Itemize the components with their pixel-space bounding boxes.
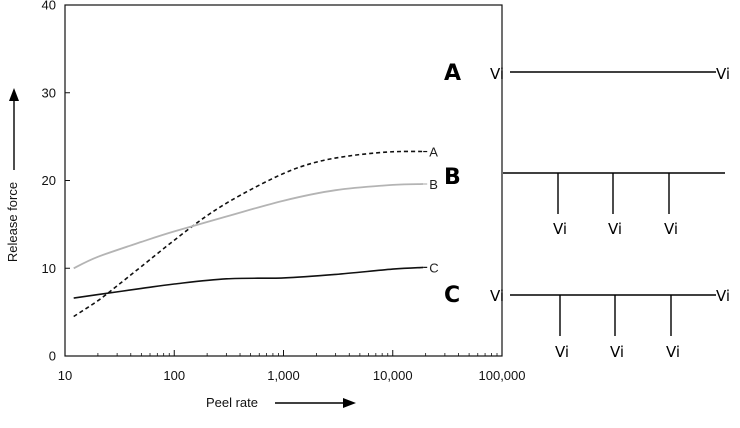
diagram-a-label: A bbox=[444, 61, 461, 86]
diagram-b-branch-3-label: Vi bbox=[664, 220, 678, 238]
diagram-c: C Vi Vi Vi Vi Vi bbox=[444, 283, 730, 361]
series-label-a: A bbox=[429, 145, 438, 160]
x-tick-label: 1,000 bbox=[267, 368, 300, 383]
x-tick-label: 100,000 bbox=[479, 368, 526, 383]
diagram-b-branch-1-label: Vi bbox=[553, 220, 567, 238]
y-tick-label: 10 bbox=[42, 261, 56, 276]
y-tick-label: 40 bbox=[42, 0, 56, 13]
series-label-c: C bbox=[429, 260, 438, 275]
diagram-b-branch-2-label: Vi bbox=[608, 220, 622, 238]
x-tick-label: 10,000 bbox=[373, 368, 413, 383]
x-tick-label: 100 bbox=[163, 368, 185, 383]
diagram-b-label: B bbox=[444, 165, 461, 190]
y-axis-title: Release force bbox=[5, 88, 20, 262]
y-tick-label: 30 bbox=[42, 85, 56, 100]
series-line-a bbox=[73, 150, 424, 318]
series-label-b: B bbox=[429, 177, 438, 192]
diagram-c-label: C bbox=[444, 283, 460, 308]
x-axis-title: Peel rate bbox=[206, 395, 356, 410]
diagram-c-end-right: Vi bbox=[716, 287, 730, 305]
y-axis-arrow-head-icon bbox=[9, 88, 19, 101]
x-axis-ticks: 10 100 1,000 10,000 100,000 bbox=[58, 350, 526, 383]
series-line-b bbox=[73, 183, 424, 270]
x-axis-label: Peel rate bbox=[206, 395, 258, 410]
diagram-a: A Vi Vi bbox=[444, 61, 730, 86]
series-line-c bbox=[73, 266, 424, 299]
diagram-c-branch-1-label: Vi bbox=[555, 343, 569, 361]
series-group: A B C bbox=[73, 145, 439, 318]
y-tick-label: 0 bbox=[49, 349, 56, 364]
diagram-a-end-right: Vi bbox=[716, 65, 730, 83]
diagram-panel: A Vi Vi B Vi Vi Vi C Vi Vi Vi Vi Vi bbox=[444, 61, 730, 361]
diagram-c-branch-2-label: Vi bbox=[610, 343, 624, 361]
diagram-c-end-left: Vi bbox=[490, 287, 504, 305]
x-tick-label: 10 bbox=[58, 368, 72, 383]
diagram-c-branch-3-label: Vi bbox=[666, 343, 680, 361]
x-axis-arrow-head-icon bbox=[343, 398, 356, 408]
y-axis-label: Release force bbox=[5, 182, 20, 262]
y-tick-label: 20 bbox=[42, 173, 56, 188]
diagram-a-end-left: Vi bbox=[490, 65, 504, 83]
diagram-b: B Vi Vi Vi bbox=[444, 165, 725, 238]
y-axis-ticks: 0 10 20 30 40 bbox=[42, 0, 70, 364]
